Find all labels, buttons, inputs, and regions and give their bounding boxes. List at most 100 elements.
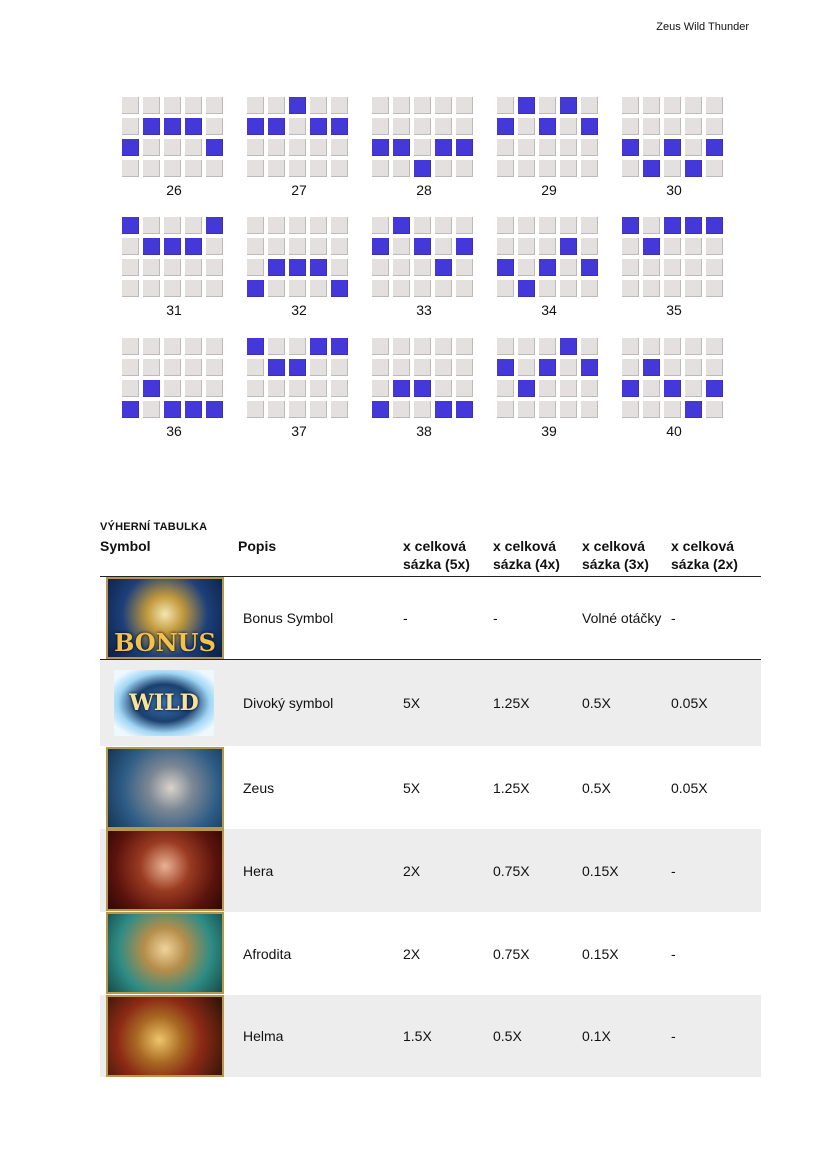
payline-cell: [143, 259, 160, 276]
payline-cell: [456, 380, 473, 397]
payline-cell: [185, 359, 202, 376]
header-x2: x celková sázka (2x): [671, 537, 738, 573]
payline-cell: [268, 238, 285, 255]
payline-cell: [164, 338, 181, 355]
payline-cell: [581, 401, 598, 418]
payline-cell: [456, 160, 473, 177]
payline-cell-active: [268, 118, 285, 135]
payline-cell-active: [164, 118, 181, 135]
payline-cell: [643, 380, 660, 397]
payline-cell: [643, 401, 660, 418]
payline-cell: [581, 238, 598, 255]
payline-cell: [185, 259, 202, 276]
payline-cell: [435, 380, 452, 397]
payline-cell: [435, 160, 452, 177]
row-divider: [100, 659, 761, 660]
payline-cell: [518, 401, 535, 418]
cell-x2: -: [671, 1028, 676, 1044]
cell-x5: 1.5X: [403, 1028, 432, 1044]
payline-cell: [372, 217, 389, 234]
payline-grid: [622, 217, 726, 297]
payline-cell: [435, 97, 452, 114]
payline-cell: [331, 380, 348, 397]
payline-cell-active: [372, 139, 389, 156]
payline-grid: [372, 338, 476, 418]
payline-cell: [664, 338, 681, 355]
payline-cell-active: [122, 217, 139, 234]
payline-cell: [143, 401, 160, 418]
payline-cell: [622, 338, 639, 355]
payline-cell: [414, 280, 431, 297]
payline-cell: [289, 160, 306, 177]
payline-cell: [310, 217, 327, 234]
payline-cell: [289, 139, 306, 156]
payline-cell: [435, 359, 452, 376]
payline-cell: [497, 380, 514, 397]
payline-34: 34: [497, 217, 601, 318]
payline-cell: [393, 118, 410, 135]
payline-cell: [143, 139, 160, 156]
payline-cell: [164, 359, 181, 376]
payline-cell: [372, 118, 389, 135]
cell-x3: 0.5X: [582, 695, 611, 711]
header-x2-line1: x celková: [671, 538, 735, 554]
cell-description: Helma: [243, 1028, 284, 1044]
payline-cell-active: [268, 359, 285, 376]
payline-cell: [289, 338, 306, 355]
payline-cell: [685, 380, 702, 397]
payline-cell: [643, 139, 660, 156]
payline-cell: [393, 280, 410, 297]
payline-cell: [706, 97, 723, 114]
payline-cell: [643, 338, 660, 355]
payline-cell: [185, 160, 202, 177]
payline-cell: [497, 160, 514, 177]
payline-cell: [664, 97, 681, 114]
payline-cell-active: [560, 238, 577, 255]
payline-cell: [581, 280, 598, 297]
payline-cell-active: [393, 139, 410, 156]
payline-cell-active: [435, 259, 452, 276]
payline-cell: [622, 118, 639, 135]
payline-30: 30: [622, 97, 726, 198]
payline-cell-active: [164, 238, 181, 255]
payline-cell: [310, 97, 327, 114]
header-x2-line2: sázka (2x): [671, 556, 738, 572]
payline-cell-active: [393, 217, 410, 234]
payline-cell: [706, 118, 723, 135]
payline-grid: [122, 338, 226, 418]
payline-cell: [456, 338, 473, 355]
payline-cell: [414, 118, 431, 135]
header-description: Popis: [238, 538, 277, 554]
cell-x4: 0.5X: [493, 1028, 522, 1044]
payline-38: 38: [372, 338, 476, 439]
payline-cell: [664, 259, 681, 276]
payline-cell: [310, 160, 327, 177]
payline-cell: [185, 217, 202, 234]
payline-cell-active: [664, 380, 681, 397]
payline-cell-active: [310, 118, 327, 135]
payline-cell: [247, 160, 264, 177]
payline-number: 28: [416, 182, 432, 198]
payline-number: 31: [166, 302, 182, 318]
payline-cell: [497, 280, 514, 297]
payline-cell: [685, 97, 702, 114]
cell-x5: 2X: [403, 945, 421, 962]
payline-number: 30: [666, 182, 682, 198]
payline-grid: [622, 97, 726, 177]
payline-cell: [518, 338, 535, 355]
payline-cell: [310, 238, 327, 255]
payline-cell: [393, 259, 410, 276]
helmet-symbol-image: [106, 995, 224, 1077]
header-x3: x celková sázka (3x): [582, 537, 649, 573]
header-x5: x celková sázka (5x): [403, 537, 470, 573]
payline-cell-active: [310, 338, 327, 355]
payline-cell: [497, 401, 514, 418]
payline-cell: [622, 238, 639, 255]
payline-cell: [185, 280, 202, 297]
header-x5-line1: x celková: [403, 538, 467, 554]
payline-cell: [247, 139, 264, 156]
payline-cell: [268, 139, 285, 156]
payline-cell: [268, 97, 285, 114]
paytable-title: Výherní tabulka: [100, 521, 208, 533]
payline-cell: [435, 280, 452, 297]
